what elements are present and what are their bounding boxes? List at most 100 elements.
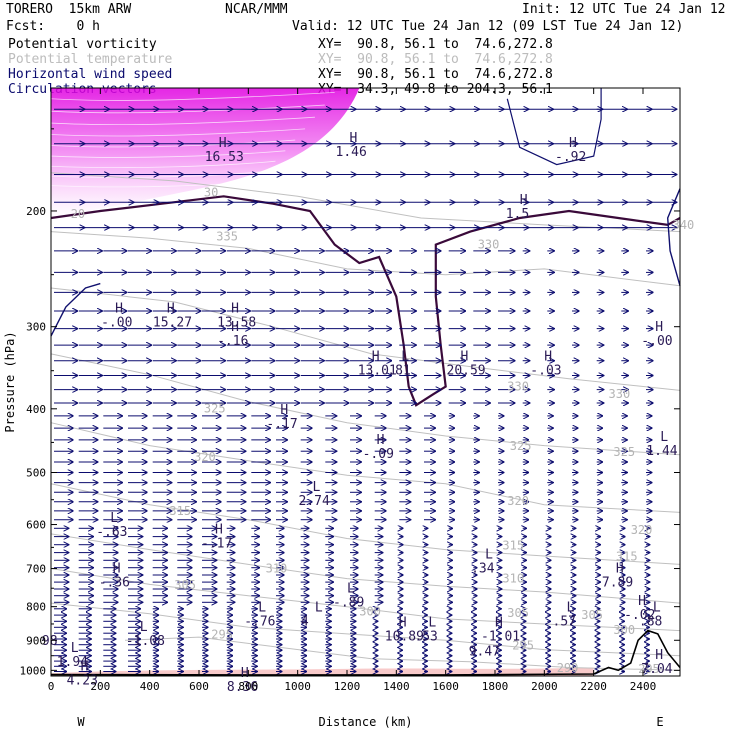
theta-label: 340	[673, 218, 695, 232]
theta-contour	[50, 422, 681, 513]
speed-extremum-marker: H	[167, 302, 175, 317]
theta-contour	[50, 568, 681, 632]
speed-value-label: .88	[639, 615, 662, 630]
speed-extremum-marker: H	[495, 615, 503, 630]
speed-extremum-marker: H	[231, 302, 239, 317]
speed-value-label: 2.74	[299, 494, 330, 509]
x-tick-label: 1800	[482, 680, 509, 693]
theta-label: 330	[507, 379, 529, 393]
legend-potential-vorticity: Potential vorticity	[8, 37, 157, 52]
speed-extremum-marker: H	[544, 350, 552, 365]
speed-extremum-marker: H	[655, 648, 663, 663]
center-title: NCAR/MMM	[225, 2, 288, 17]
speed-extremum-marker: L	[567, 601, 575, 616]
speed-extremum-marker: H	[638, 594, 646, 609]
speed-value-label: -.00	[641, 334, 672, 349]
y-tick-label: 200	[26, 205, 46, 218]
speed-value-label: 1.94	[57, 655, 88, 670]
theta-label: 290	[557, 661, 579, 675]
x-tick-label: 800	[238, 680, 258, 693]
speed-extremum-marker: H	[616, 561, 624, 576]
theta-label: 320	[194, 450, 216, 464]
theta-label: 325	[613, 445, 635, 459]
pv-shade-line	[50, 104, 325, 114]
speed-value-label: 1.5	[506, 207, 529, 222]
speed-extremum-marker: H	[81, 659, 89, 674]
speed-value-label: 13.01	[358, 364, 397, 379]
xy-line-3: XY= 90.8, 56.1 to 74.6,272.8	[318, 67, 553, 82]
theta-label: 20	[71, 207, 85, 221]
y-tick-label: 800	[26, 601, 46, 614]
speed-value-label: .57	[553, 615, 576, 630]
speed-value-label: 13.58	[217, 316, 256, 331]
speed-extremum-marker: L	[653, 601, 661, 616]
theta-label: 325	[510, 439, 532, 453]
speed-extremum-marker: H	[215, 522, 223, 537]
speed-value-label: 7.04	[641, 662, 672, 677]
theta-contour	[124, 636, 681, 671]
speed-value-label: -1.01	[481, 629, 520, 644]
theta-label: 335	[216, 230, 238, 244]
speed-extremum-marker: H	[113, 561, 121, 576]
theta-contours	[50, 172, 681, 671]
theta-label: 305	[507, 606, 529, 620]
speed-extremum-marker: L	[140, 620, 148, 635]
speed-value-label: -.63	[96, 525, 127, 540]
contour-labels: 340 335 330 330 330 325 325 325 320 320 320 315 315 3…	[42, 131, 694, 695]
x-axis-title: Distance (km)	[319, 715, 413, 729]
axes: 0 200 400 600 800 1000 1200 1400 1600 1800 2000 220…	[3, 87, 681, 729]
pv-shade-line	[50, 128, 306, 137]
pv-shade-line	[50, 116, 315, 126]
theta-label: 305	[174, 578, 196, 592]
theta-contour	[50, 287, 681, 391]
speed-value-label: 20.59	[447, 364, 486, 379]
xy-line-1: XY= 90.8, 56.1 to 74.6,272.8	[318, 37, 553, 52]
speed-value-label: 9.47	[469, 645, 500, 660]
xy-line-2: XY= 90.8, 56.1 to 74.6,272.8	[318, 52, 553, 67]
speed-value-label: 4	[301, 615, 309, 630]
x-tick-label: 400	[140, 680, 160, 693]
speed-extremum-marker: H	[231, 320, 239, 335]
x-tick-label: 200	[90, 680, 110, 693]
speed-extremum-marker: H	[372, 350, 380, 365]
theta-contour	[50, 602, 681, 657]
terrain-line	[50, 629, 681, 676]
speed-value-label: 15.27	[153, 316, 192, 331]
theta-label: 320	[631, 523, 653, 537]
theta-contour	[50, 172, 681, 233]
theta-label: 30	[204, 185, 218, 199]
speed-extremum-marker: L	[110, 511, 118, 526]
x-tick-label: 600	[189, 680, 209, 693]
speed-extremum-marker: H	[115, 302, 123, 317]
theta-label: 310	[266, 562, 288, 576]
y-tick-label: 1000	[20, 664, 47, 677]
speed-value-label: 10.89	[385, 629, 424, 644]
speed-extremum-marker: L	[258, 601, 266, 616]
theta-label: 295	[512, 639, 534, 653]
speed-extremum-marker: H	[350, 131, 358, 146]
speed-value-label: -.09	[363, 447, 394, 462]
speed-value-label: 16.53	[205, 150, 244, 165]
theta-label: 305	[581, 608, 603, 622]
theta-label: 295	[638, 662, 660, 676]
speed-value-label: 1.46	[336, 145, 367, 160]
theta-label: 330	[609, 387, 631, 401]
theta-label: 310	[502, 572, 524, 586]
y-tick-label: 400	[26, 403, 46, 416]
speed-value-label: -.03	[530, 364, 561, 379]
y-tick-label: 500	[26, 467, 46, 480]
speed-value-label: -1.08	[126, 634, 165, 649]
pv-shade-line	[50, 180, 256, 188]
speed-extremum-marker: L	[428, 615, 436, 630]
wind-vectors	[54, 109, 676, 671]
pv-contour	[506, 88, 602, 166]
speed-extremum-marker: H	[655, 320, 663, 335]
speed-extremum-marker: H	[569, 136, 577, 151]
speed-value-label: .53	[414, 629, 437, 644]
terrain-profile	[50, 629, 681, 676]
west-end-label: W	[77, 715, 85, 729]
speed-extremum-marker: L	[347, 582, 355, 597]
speed-value-label: -.36	[99, 575, 130, 590]
speed-value-label: .34	[471, 562, 495, 577]
